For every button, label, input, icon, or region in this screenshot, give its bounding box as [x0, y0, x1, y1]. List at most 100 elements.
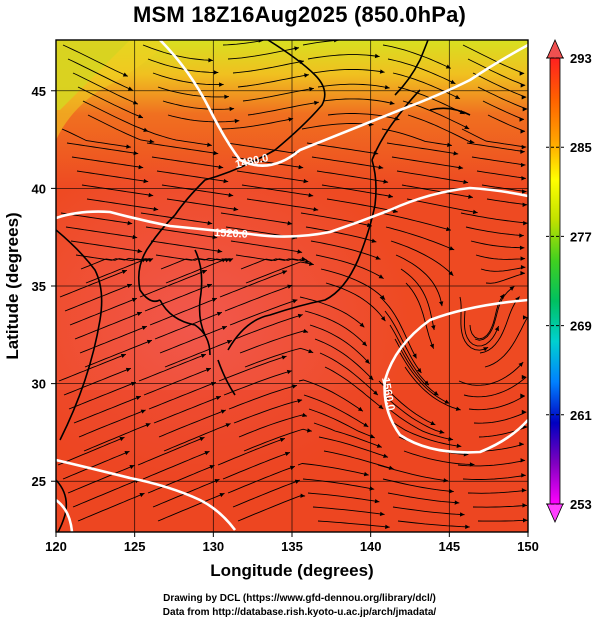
streamline-arrowhead	[287, 284, 293, 289]
streamline	[237, 74, 309, 88]
streamline	[246, 198, 319, 211]
streamline-arrowhead	[284, 451, 290, 456]
streamline	[300, 212, 372, 227]
streamline	[388, 408, 454, 441]
streamline-arrowhead	[138, 114, 144, 119]
streamline-arrowhead	[292, 299, 298, 304]
streamline-arrowhead	[359, 322, 365, 328]
streamline-arrowhead	[430, 421, 436, 426]
streamline-arrowhead	[124, 451, 130, 456]
streamline-arrowhead	[146, 339, 152, 344]
contour-label: 1520.0	[214, 227, 248, 241]
streamline	[461, 128, 527, 148]
streamline	[62, 450, 130, 480]
streamline-arrowhead	[433, 390, 439, 396]
streamline-arrowhead	[519, 117, 525, 122]
streamline	[324, 366, 384, 410]
streamline-arrowhead	[120, 353, 126, 358]
streamline-arrowhead	[294, 479, 300, 484]
streamline	[139, 269, 208, 298]
y-tick-label: 30	[32, 377, 46, 392]
streamline	[383, 394, 445, 434]
streamline-arrowhead	[522, 106, 528, 112]
streamline	[145, 226, 218, 239]
streamline-arrowhead	[126, 283, 132, 288]
streamline	[387, 492, 460, 504]
streamline-arrowhead	[494, 326, 499, 332]
streamline-arrowhead	[383, 453, 389, 458]
streamline-arrowhead	[448, 270, 454, 276]
streamline	[142, 450, 210, 480]
streamline-arrowhead	[455, 406, 461, 411]
streamline-arrowhead	[206, 283, 212, 288]
streamline	[466, 142, 525, 153]
streamline-arrowhead	[201, 269, 207, 274]
streamline	[397, 520, 470, 528]
streamline-arrowhead	[138, 164, 144, 170]
streamline-arrowhead	[294, 46, 300, 51]
streamline	[386, 142, 459, 155]
streamline	[147, 58, 219, 73]
streamline-arrowhead	[218, 164, 224, 170]
streamline	[74, 311, 143, 340]
streamline-arrowhead	[302, 412, 308, 418]
streamline-arrowhead	[523, 221, 528, 226]
streamline-arrowhead	[379, 511, 385, 517]
y-tick-label: 45	[32, 84, 46, 99]
streamline	[401, 184, 473, 198]
streamline-arrowhead	[127, 86, 133, 91]
streamline	[483, 443, 524, 452]
streamline	[84, 339, 153, 368]
colorbar: 293 285 277 269 261 253	[546, 39, 592, 523]
streamline	[67, 464, 135, 494]
streamline-arrowhead	[388, 465, 394, 470]
streamline-arrowhead	[521, 488, 527, 493]
streamline-arrowhead	[223, 178, 229, 184]
streamline	[81, 184, 154, 197]
streamline	[65, 226, 138, 239]
streamline	[247, 101, 319, 116]
streamline-arrowhead	[450, 79, 456, 84]
streamline	[219, 270, 288, 298]
streamline	[322, 98, 395, 105]
streamline-arrowhead	[378, 404, 384, 409]
streamline-arrowhead	[135, 395, 141, 400]
streamline	[319, 352, 379, 396]
streamline-arrowhead	[369, 434, 375, 439]
streamline-arrowhead	[224, 258, 230, 263]
streamline-arrowhead	[211, 297, 217, 303]
streamline	[70, 240, 143, 253]
streamline	[486, 198, 528, 206]
streamline	[327, 113, 400, 121]
streamline-arrowhead	[519, 245, 525, 250]
streamline-arrowhead	[208, 57, 213, 63]
streamline	[76, 170, 149, 183]
streamline-arrowhead	[385, 524, 390, 529]
x-tick-label: 145	[438, 539, 460, 554]
streamline-arrowhead	[519, 71, 525, 76]
streamline-arrowhead	[228, 258, 234, 263]
streamline-arrowhead	[384, 85, 390, 90]
streamline-arrowhead	[213, 70, 219, 75]
streamline-arrowhead	[448, 436, 454, 442]
streamline	[237, 495, 306, 522]
streamline	[462, 474, 526, 480]
streamline	[471, 156, 526, 166]
streamline	[221, 118, 294, 130]
streamline-arrowhead	[286, 369, 292, 375]
streamline	[407, 114, 475, 143]
streamline	[320, 268, 386, 301]
streamline	[468, 395, 526, 411]
streamline-arrowhead	[297, 398, 303, 404]
streamline	[305, 226, 377, 243]
streamline	[138, 353, 207, 382]
streamline	[231, 156, 304, 169]
colorbar-tick-label: 261	[570, 408, 592, 423]
colorbar-body	[549, 57, 561, 505]
streamline-arrowhead	[375, 255, 381, 260]
streamline-arrowhead	[304, 73, 309, 78]
streamline-arrowhead	[373, 390, 378, 396]
streamline-arrowhead	[130, 381, 136, 386]
streamline	[484, 317, 528, 368]
streamline-arrowhead	[378, 274, 384, 279]
